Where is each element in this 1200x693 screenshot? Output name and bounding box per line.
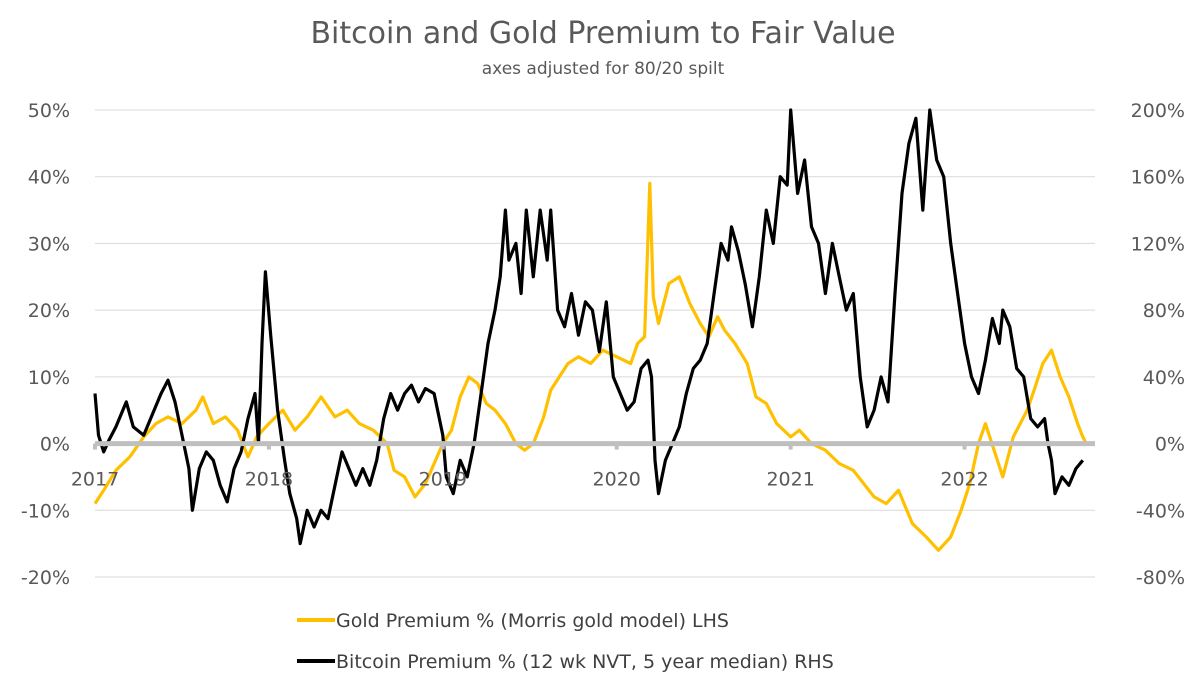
y-left-tick-label: 50% [28, 100, 70, 122]
series-lines [93, 108, 1088, 552]
y-left-tick-label: 20% [28, 300, 70, 322]
series-line-gold [93, 181, 1088, 552]
x-tick-label: 2019 [419, 469, 467, 491]
y-left-tick-label: 40% [28, 167, 70, 189]
x-tick-label: 2017 [71, 469, 119, 491]
y-left-tick-label: 0% [40, 434, 70, 456]
y-right-tick-label: -40% [1136, 500, 1185, 522]
y-right-tick-label: 0% [1155, 434, 1185, 456]
y-right-tick-label: 200% [1131, 100, 1185, 122]
y-left-tick-label: 10% [28, 367, 70, 389]
series-line-bitcoin [93, 108, 1085, 546]
x-tick-label: 2020 [593, 469, 641, 491]
x-tick-label: 2021 [766, 469, 814, 491]
y-left-tick-label: -20% [21, 567, 70, 589]
legend-label-gold: Gold Premium % (Morris gold model) LHS [336, 610, 729, 632]
y-left-tick-label: -10% [21, 500, 70, 522]
y-left-tick-label: 30% [28, 233, 70, 255]
right-axis: -80% -40% 0% 40% 80% 120% 160% 200% [1131, 100, 1185, 589]
y-right-tick-label: 80% [1143, 300, 1185, 322]
left-axis: -20% -10% 0% 10% 20% 30% 40% 50% [21, 100, 70, 589]
x-axis: 2017 2018 2019 2020 2021 2022 [71, 441, 1095, 491]
y-right-tick-label: 160% [1131, 167, 1185, 189]
y-right-tick-label: -80% [1136, 567, 1185, 589]
chart-title: Bitcoin and Gold Premium to Fair Value [310, 16, 895, 51]
x-tick-label: 2022 [940, 469, 988, 491]
y-right-tick-label: 120% [1131, 233, 1185, 255]
legend-label-bitcoin: Bitcoin Premium % (12 wk NVT, 5 year med… [336, 651, 834, 673]
y-right-tick-label: 40% [1143, 367, 1185, 389]
legend: Gold Premium % (Morris gold model) LHS B… [297, 610, 834, 673]
chart-subtitle: axes adjusted for 80/20 spilt [482, 59, 725, 79]
x-tick-label: 2018 [245, 469, 293, 491]
